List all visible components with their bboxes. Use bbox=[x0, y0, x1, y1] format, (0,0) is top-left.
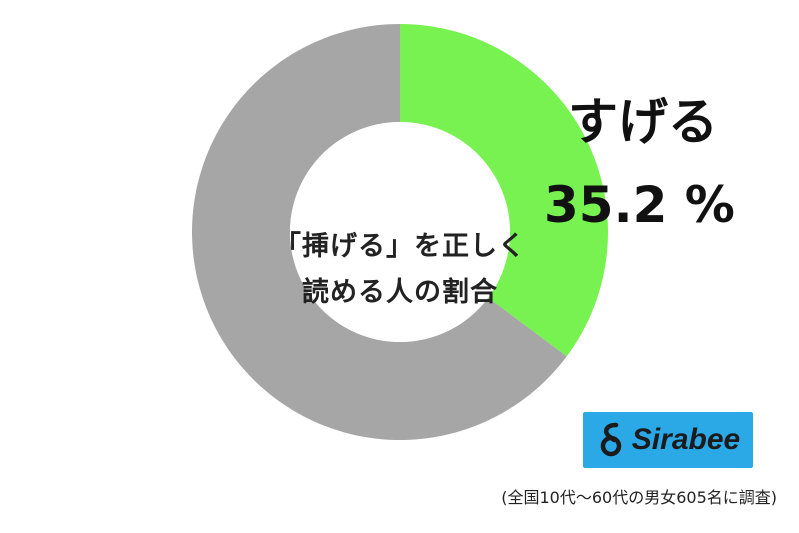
center-label-line-1: 「挿げる」を正しく bbox=[274, 231, 526, 262]
donut-slice-0 bbox=[400, 23, 609, 357]
center-label-line-2: 読める人の割合 bbox=[302, 277, 498, 308]
slice-label: すげる bbox=[568, 93, 718, 151]
donut-hole bbox=[290, 122, 510, 342]
logo-text: Sirabee bbox=[631, 423, 741, 456]
sirabee-logo: Sirabee bbox=[583, 412, 753, 468]
sirabee-mark-icon bbox=[600, 422, 622, 457]
donut-slice-1 bbox=[192, 24, 567, 440]
survey-note: (全国10代～60代の男女605名に調査) bbox=[501, 488, 777, 507]
slice-value-label: 35.2 % bbox=[544, 176, 735, 234]
